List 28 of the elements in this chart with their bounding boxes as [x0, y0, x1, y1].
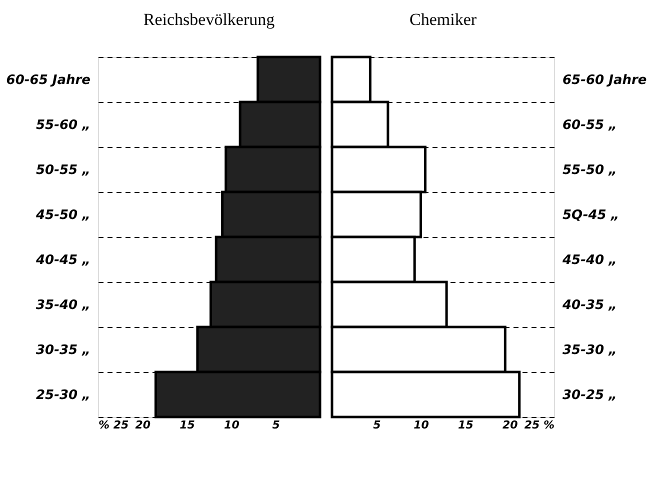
x-tick-label: 25 %	[524, 418, 554, 432]
y-tick-label: 25-30 „	[36, 388, 90, 403]
y-tick-label: 55-50 „	[562, 163, 617, 178]
x-tick-label: 10	[224, 418, 240, 432]
y-tick-label: 45-40 „	[562, 253, 617, 268]
x-tick-label: 20	[135, 418, 151, 432]
x-tick-label: % 25	[98, 418, 130, 432]
chart-title: Reichsbevölkerung	[143, 10, 276, 29]
y-tick-label: 40-45 „	[35, 253, 90, 268]
y-tick-label: 30-25 „	[562, 388, 617, 403]
y-tick-label: 65-60 Jahre	[562, 73, 647, 88]
x-tick-label: 5	[272, 418, 280, 432]
chart-title: Chemiker	[409, 10, 477, 29]
y-tick-label: 60-55 „	[562, 118, 617, 133]
y-tick-label: 55-60 „	[36, 118, 90, 133]
y-tick-label: 50-55 „	[36, 163, 90, 178]
y-tick-label: 45-50 „	[35, 208, 90, 223]
x-tick-label: 15	[180, 418, 196, 432]
y-tick-label: 60-65 Jahre	[6, 73, 91, 88]
x-tick-label: 5	[373, 418, 382, 432]
y-tick-label: 30-35 „	[36, 343, 90, 358]
y-tick-label: 40-35 „	[562, 298, 617, 313]
y-tick-label: 5Q-45 „	[562, 208, 620, 223]
x-tick-label: 10	[414, 418, 430, 432]
y-tick-label: 35-30 „	[562, 343, 617, 358]
x-tick-label: 15	[458, 418, 474, 432]
x-tick-label: 20	[502, 418, 518, 432]
y-tick-label: 35-40 „	[36, 298, 90, 313]
